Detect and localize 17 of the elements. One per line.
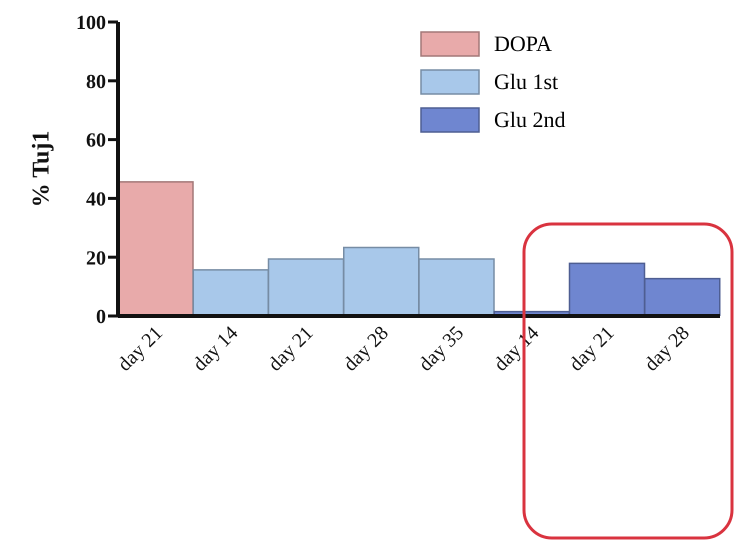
y-tick-label: 100 [76,12,106,34]
y-tick-label: 40 [86,188,106,210]
legend-label: Glu 1st [494,69,558,95]
x-tick-label: day 21 [114,322,168,376]
y-tick-label: 20 [86,247,106,270]
y-tick-label: 60 [86,130,106,152]
x-tick-label: day 21 [565,322,619,376]
x-tick-label: day 21 [264,322,318,376]
x-tick-label: day 35 [414,322,468,376]
x-tick-label: day 28 [640,322,694,376]
x-tick-label: day 14 [188,322,242,376]
legend-label: Glu 2nd [494,107,566,133]
legend-label: DOPA [494,31,552,57]
y-tick-label: 0 [96,306,106,328]
y-tick-label: 80 [86,70,106,93]
y-axis-title: % Tuj1 [28,130,55,208]
x-tick-label: day 28 [339,322,393,376]
